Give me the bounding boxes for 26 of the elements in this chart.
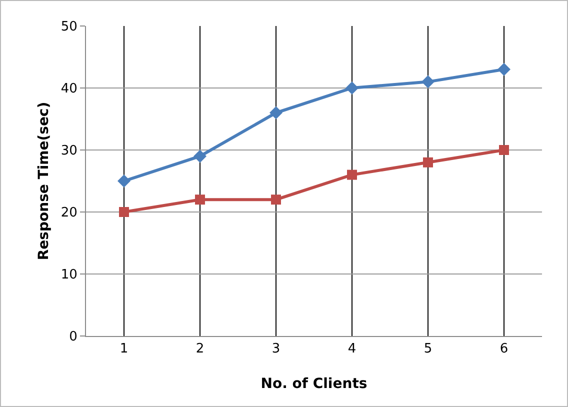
y-tick-label: 0 [69, 330, 78, 345]
point [194, 150, 206, 163]
y-tick-label: 40 [60, 82, 78, 97]
point [195, 194, 205, 205]
point [346, 82, 358, 94]
point [499, 145, 509, 155]
point [271, 194, 281, 205]
x-tick-label: 2 [196, 342, 204, 357]
y-tick-label: 10 [60, 268, 78, 283]
point [119, 207, 129, 217]
point [422, 75, 434, 88]
point [498, 62, 510, 76]
x-axis-title: No. of Clients [260, 376, 368, 392]
y-tick-label: 30 [60, 144, 78, 159]
y-tick-label: 20 [60, 206, 78, 221]
x-tick-label: 3 [272, 342, 280, 357]
point [423, 157, 433, 168]
point [118, 174, 130, 188]
point [347, 170, 357, 180]
x-tick-label: 4 [348, 342, 356, 357]
y-tick-label: 50 [60, 20, 78, 35]
point [270, 106, 282, 120]
x-tick-label: 1 [120, 342, 128, 357]
x-tick-label: 6 [500, 342, 508, 357]
x-tick-label: 5 [424, 342, 432, 357]
y-axis-title: Response Time(sec) [36, 102, 52, 260]
